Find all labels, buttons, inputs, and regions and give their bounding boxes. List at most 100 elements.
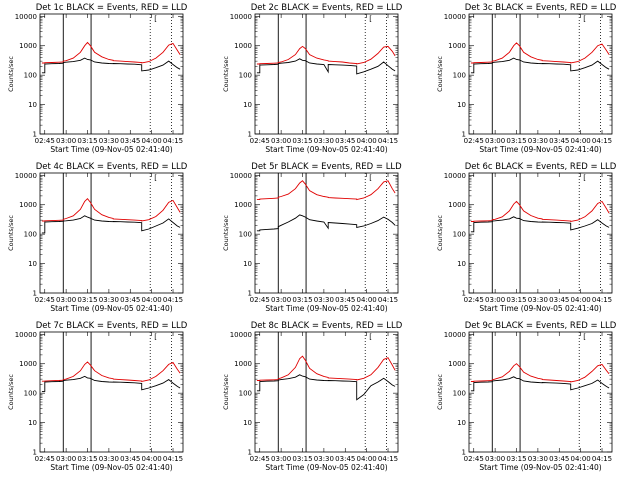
y-axis-label: Counts/sec — [436, 215, 444, 251]
x-tick-label: 03:45 — [335, 455, 355, 463]
x-tick-label: 03:00 — [271, 137, 291, 145]
panel-title: Det 3c BLACK = Events, RED = LLD — [465, 3, 617, 13]
x-tick-label: 02:45 — [35, 296, 55, 304]
series-lld-line — [41, 41, 181, 64]
series-events-line — [470, 57, 610, 74]
y-tick-label: 10000 — [230, 331, 252, 339]
series-lld-line — [256, 355, 396, 381]
y-tick-label: 100 — [239, 72, 252, 80]
x-tick-label: 04:15 — [163, 455, 183, 463]
series-events-line — [41, 215, 181, 234]
x-tick-label: 04:00 — [357, 296, 377, 304]
y-tick-label: 100 — [24, 72, 37, 80]
y-axis-label: Counts/sec — [7, 215, 15, 251]
y-axis-label: Counts/sec — [222, 215, 230, 251]
x-tick-label: 03:00 — [485, 296, 505, 304]
x-tick-label: 03:45 — [120, 455, 140, 463]
x-tick-label: 03:30 — [528, 455, 548, 463]
x-tick-label: 03:00 — [271, 455, 291, 463]
bracket-marker: [ — [369, 174, 372, 182]
y-tick-label: 10000 — [444, 331, 466, 339]
x-tick-label: 03:30 — [528, 137, 548, 145]
y-tick-label: 10000 — [444, 13, 466, 21]
x-tick-label: 03:15 — [506, 455, 526, 463]
x-tick-label: 03:15 — [77, 296, 97, 304]
x-tick-label: 04:15 — [163, 137, 183, 145]
bracket-marker: [ — [154, 333, 157, 341]
x-tick-label: 03:15 — [506, 296, 526, 304]
x-tick-label: 02:45 — [250, 455, 270, 463]
x-tick-label: 04:15 — [592, 296, 612, 304]
x-tick-label: 03:00 — [485, 455, 505, 463]
y-axis-label: Counts/sec — [222, 374, 230, 410]
series-lld-line — [470, 42, 610, 64]
y-tick-label: 1000 — [448, 360, 466, 368]
x-tick-label: 04:15 — [163, 296, 183, 304]
x-tick-label: 03:15 — [292, 296, 312, 304]
y-tick-label: 10 — [28, 101, 37, 109]
x-tick-label: 04:00 — [357, 137, 377, 145]
plot-frame — [39, 13, 184, 135]
x-tick-label: 03:00 — [56, 137, 76, 145]
panel-3: Det 3c BLACK = Events, RED = LLD 02:45 03:… — [436, 3, 617, 154]
y-tick-label: 10000 — [15, 13, 37, 21]
y-axis-label: Counts/sec — [7, 374, 15, 410]
x-tick-label: 02:45 — [464, 137, 484, 145]
x-tick-label: 04:15 — [592, 455, 612, 463]
panel-title: Det 6c BLACK = Events, RED = LLD — [465, 162, 617, 172]
x-tick-label: 02:45 — [35, 455, 55, 463]
y-tick-label: 100 — [453, 72, 466, 80]
x-tick-label: 03:30 — [314, 137, 334, 145]
bracket-marker: [ — [583, 333, 586, 341]
bracket-marker: [ — [369, 15, 372, 23]
y-tick-label: 1 — [248, 131, 252, 139]
y-tick-label: 1000 — [234, 360, 252, 368]
x-tick-label: 04:15 — [378, 137, 398, 145]
y-tick-label: 100 — [239, 231, 252, 239]
plot-frame — [39, 172, 184, 294]
y-tick-label: 10 — [28, 419, 37, 427]
panel-title: Det 8c BLACK = Events, RED = LLD — [251, 321, 403, 331]
y-tick-label: 1 — [248, 290, 252, 298]
y-axis-label: Counts/sec — [222, 56, 230, 92]
y-tick-label: 1000 — [234, 201, 252, 209]
y-tick-label: 10 — [457, 260, 466, 268]
bracket-marker: [ — [583, 174, 586, 182]
y-tick-label: 1000 — [448, 201, 466, 209]
y-tick-label: 1000 — [19, 360, 37, 368]
y-tick-label: 10 — [243, 419, 252, 427]
x-tick-label: 03:00 — [56, 296, 76, 304]
y-tick-label: 100 — [24, 231, 37, 239]
bracket-marker: [ — [154, 174, 157, 182]
x-axis-label: Start Time (09-Nov-05 02:41:40) — [50, 304, 172, 313]
series-events-line — [256, 58, 396, 75]
panel-title: Det 2c BLACK = Events, RED = LLD — [251, 3, 403, 13]
x-tick-label: 03:45 — [549, 455, 569, 463]
x-axis-label: Start Time (09-Nov-05 02:41:40) — [50, 145, 172, 154]
y-tick-label: 1 — [33, 449, 37, 457]
plot-frame — [468, 13, 613, 135]
y-tick-label: 100 — [453, 231, 466, 239]
y-tick-label: 10 — [28, 260, 37, 268]
x-tick-label: 02:45 — [464, 455, 484, 463]
series-lld-line — [256, 45, 396, 65]
x-axis-label: Start Time (09-Nov-05 02:41:40) — [479, 145, 601, 154]
x-axis-label: Start Time (09-Nov-05 02:41:40) — [265, 463, 387, 472]
y-axis-label: Counts/sec — [7, 56, 15, 92]
x-tick-label: 02:45 — [35, 137, 55, 145]
y-tick-label: 10000 — [444, 172, 466, 180]
series-lld-line — [256, 180, 396, 201]
plot-frame — [254, 13, 399, 135]
x-tick-label: 04:15 — [592, 137, 612, 145]
series-events-line — [470, 216, 610, 233]
x-axis-label: Start Time (09-Nov-05 02:41:40) — [479, 463, 601, 472]
x-axis-label: Start Time (09-Nov-05 02:41:40) — [50, 463, 172, 472]
y-tick-label: 100 — [453, 390, 466, 398]
y-tick-label: 10 — [457, 419, 466, 427]
